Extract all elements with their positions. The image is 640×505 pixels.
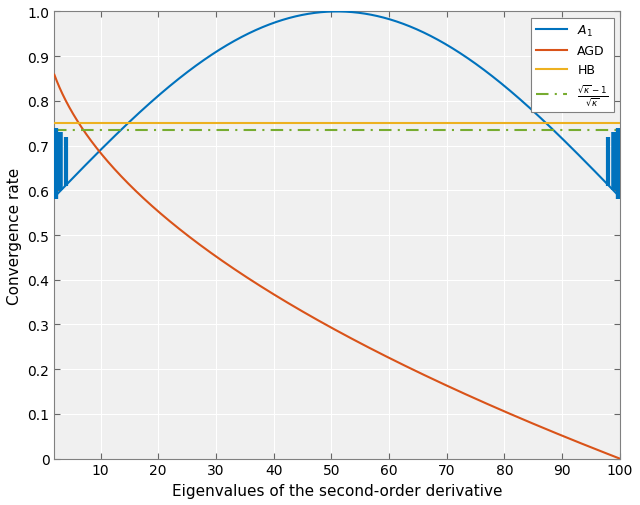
X-axis label: Eigenvalues of the second-order derivative: Eigenvalues of the second-order derivati… xyxy=(172,483,502,498)
Legend: $A_1$, AGD, HB, $\frac{\sqrt{\kappa}-1}{\sqrt{\kappa}}$: $A_1$, AGD, HB, $\frac{\sqrt{\kappa}-1}{… xyxy=(531,19,614,113)
Y-axis label: Convergence rate: Convergence rate xyxy=(7,167,22,304)
